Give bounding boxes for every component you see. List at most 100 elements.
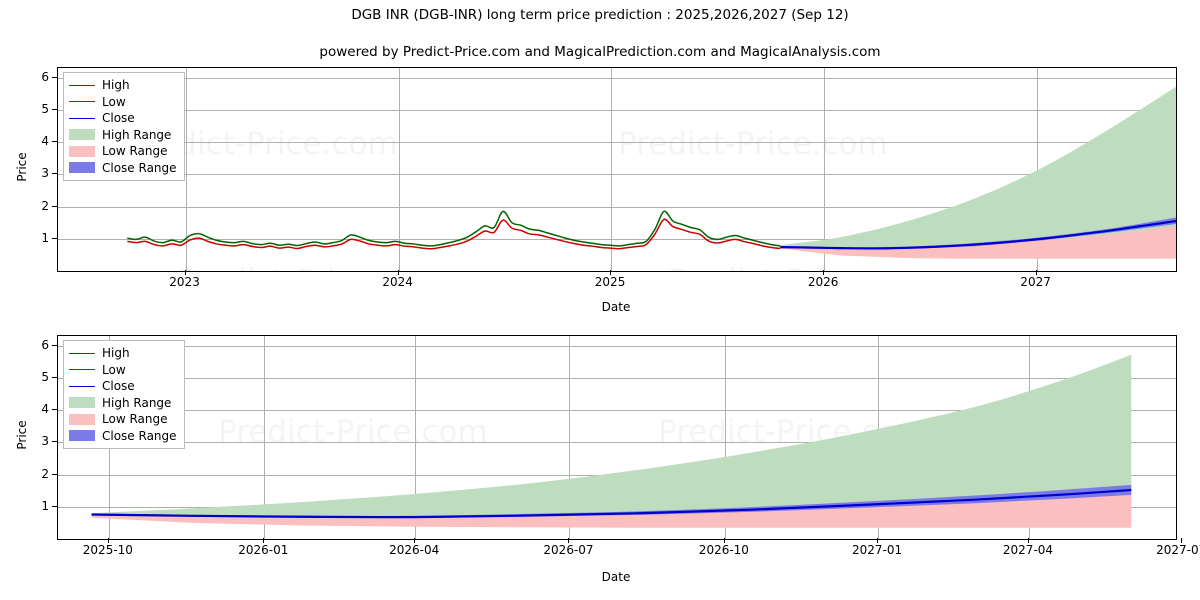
legend-item-label: Close Range (102, 160, 177, 175)
gridline-horizontal (58, 77, 1176, 79)
y-axis-tick-mark (52, 141, 57, 143)
x-axis-tick-mark (723, 538, 725, 543)
y-axis-tick-mark (52, 441, 57, 443)
y-axis-tick-label: 4 (41, 134, 49, 149)
x-axis-tick-label: 2023 (169, 275, 200, 289)
legend-item-label: High Range (102, 127, 172, 142)
x-axis-tick-mark (107, 538, 109, 543)
y-axis-tick-mark (52, 205, 57, 207)
series-line-close (780, 219, 1176, 250)
band-high-range (780, 86, 1176, 252)
legend-item-label: Low Range (102, 412, 168, 427)
legend-item-label: Low Range (102, 144, 168, 159)
y-axis-tick-mark (52, 237, 57, 239)
legend-patch-swatch (69, 430, 95, 442)
x-axis-tick-mark (414, 538, 416, 543)
y-axis-tick-mark (52, 173, 57, 175)
chart-svg (127, 86, 1176, 259)
legend-line-swatch (69, 385, 95, 387)
y-axis-tick-mark (52, 376, 57, 378)
legend-line-swatch (69, 352, 95, 354)
top-y-axis-label: Price (15, 152, 29, 182)
x-axis-tick-label: 2026-01 (238, 543, 289, 557)
chart-legend: High Low Close High Range Low Range Close Ran… (63, 72, 185, 181)
x-axis-tick-mark (823, 270, 825, 275)
x-axis-tick-label: 2024 (382, 275, 413, 289)
legend-item[interactable]: Low Range (69, 143, 177, 160)
x-axis-tick-label: 2027-07 (1156, 543, 1200, 557)
y-axis-tick-mark (52, 108, 57, 110)
y-axis-tick-label: 5 (41, 101, 49, 116)
gridline-horizontal (58, 142, 1176, 144)
legend-patch-swatch (69, 413, 95, 425)
legend-item[interactable]: Low (69, 362, 177, 379)
x-axis-tick-label: 2026-07 (543, 543, 594, 557)
gridline-vertical (415, 336, 417, 539)
gridline-vertical (569, 336, 571, 539)
legend-item[interactable]: High Range (69, 395, 177, 412)
x-axis-tick-mark (877, 538, 879, 543)
legend-patch-swatch (69, 397, 95, 409)
legend-item-label: High (102, 78, 130, 93)
bottom-y-axis-label: Price (15, 420, 29, 450)
y-axis-tick-mark (52, 505, 57, 507)
y-axis-tick-label: 2 (41, 466, 49, 481)
legend-patch-swatch (69, 129, 95, 141)
y-axis-tick-label: 6 (41, 69, 49, 84)
x-axis-tick-label: 2027 (1020, 275, 1051, 289)
y-axis-tick-label: 4 (41, 402, 49, 417)
gridline-vertical (185, 68, 187, 271)
legend-item[interactable]: Close Range (69, 428, 177, 445)
gridline-vertical (824, 68, 826, 271)
chart-legend: High Low Close High Range Low Range Close Ran… (63, 340, 185, 449)
top-plot-area: Predict-Price.comPredict-Price.comPredic… (57, 67, 1177, 272)
x-axis-tick-label: 2025-10 (82, 543, 133, 557)
legend-item[interactable]: Close (69, 378, 177, 395)
page-subtitle: powered by Predict-Price.com and Magical… (319, 44, 881, 60)
legend-item[interactable]: Close Range (69, 160, 177, 177)
x-axis-tick-mark (1027, 538, 1029, 543)
gridline-vertical (611, 68, 613, 271)
gridline-horizontal (58, 238, 1176, 240)
gridline-horizontal (58, 206, 1176, 208)
y-axis-tick-label: 5 (41, 369, 49, 384)
legend-item-label: Close Range (102, 428, 177, 443)
x-axis-tick-mark (1181, 538, 1183, 543)
legend-item[interactable]: High (69, 77, 177, 94)
x-axis-tick-mark (568, 538, 570, 543)
gridline-horizontal (58, 109, 1176, 111)
series-line-close (91, 488, 1132, 519)
top-x-axis-label: Date (601, 300, 631, 314)
x-axis-tick-label: 2025 (594, 275, 626, 289)
x-axis-tick-mark (263, 538, 265, 543)
bottom-chart-panel: Predict-Price.com Predict-Price.com 1 2 3 4 5… (41, 335, 1200, 557)
x-axis-tick-label: 2027-01 (851, 543, 903, 557)
bottom-plot-area: Predict-Price.com Predict-Price.com (57, 335, 1177, 540)
legend-item[interactable]: Low Range (69, 411, 177, 428)
legend-item[interactable]: Low (69, 94, 177, 111)
y-axis-tick-label: 3 (41, 166, 49, 181)
gridline-horizontal (58, 345, 1176, 347)
y-axis-tick-mark (52, 409, 57, 411)
gridline-horizontal (58, 442, 1176, 444)
chart-svg (91, 354, 1132, 528)
legend-item[interactable]: High Range (69, 127, 177, 144)
x-axis-tick-label: 2027-04 (1002, 543, 1054, 557)
page-title: DGB INR (DGB-INR) long term price predic… (351, 7, 849, 23)
legend-line-swatch (69, 101, 95, 103)
legend-line-swatch (69, 84, 95, 86)
gridline-vertical (724, 336, 726, 539)
band-high-range (91, 354, 1132, 520)
legend-patch-swatch (69, 162, 95, 174)
y-axis-tick-mark (52, 473, 57, 475)
band-low-range (780, 226, 1176, 259)
gridline-vertical (264, 336, 266, 539)
x-axis-tick-label: 2026-10 (698, 543, 749, 557)
legend-item[interactable]: Close (69, 110, 177, 127)
x-axis-tick-mark (1035, 270, 1037, 275)
series-line-high (127, 210, 781, 247)
y-axis-tick-label: 6 (41, 337, 49, 352)
legend-item[interactable]: High (69, 345, 177, 362)
gridline-vertical (1036, 68, 1038, 271)
